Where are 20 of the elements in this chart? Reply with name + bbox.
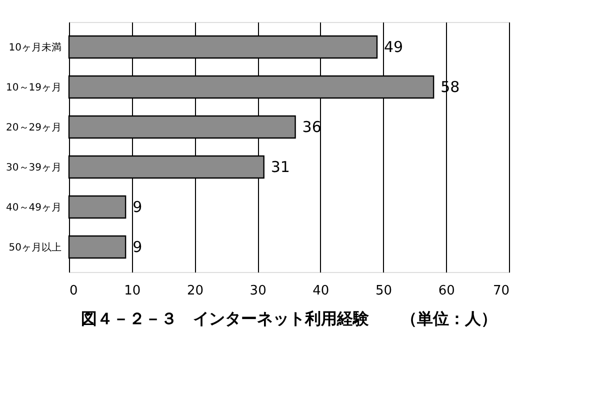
text: 図４－２－３ インターネット利用経験 （単位：人） [81, 309, 497, 328]
x-tick-label: 40 [312, 284, 330, 298]
x-tick-label: 10 [124, 284, 141, 298]
y-tick-label: 30～39ヶ月 [6, 162, 62, 174]
y-tick-label: 40～49ヶ月 [6, 202, 62, 214]
x-tick-label: 50 [376, 284, 392, 298]
data-label: 49 [384, 38, 404, 56]
data-label: 36 [302, 118, 322, 136]
x-tick-label: 0 [70, 284, 78, 298]
y-tick-label: 50ヶ月以上 [8, 242, 62, 254]
x-tick-label: 70 [492, 284, 510, 298]
x-tick-label: 20 [186, 284, 204, 298]
y-tick-label: 10ヶ月未満 [8, 42, 62, 54]
data-label: 31 [270, 158, 290, 176]
x-tick-label: 30 [250, 284, 266, 298]
data-label: 9 [132, 198, 142, 216]
y-tick-label: 10～19ヶ月 [6, 82, 62, 94]
y-tick-label: 20～29ヶ月 [6, 122, 62, 134]
x-tick-label: 60 [438, 284, 455, 298]
data-label: 9 [132, 238, 142, 256]
